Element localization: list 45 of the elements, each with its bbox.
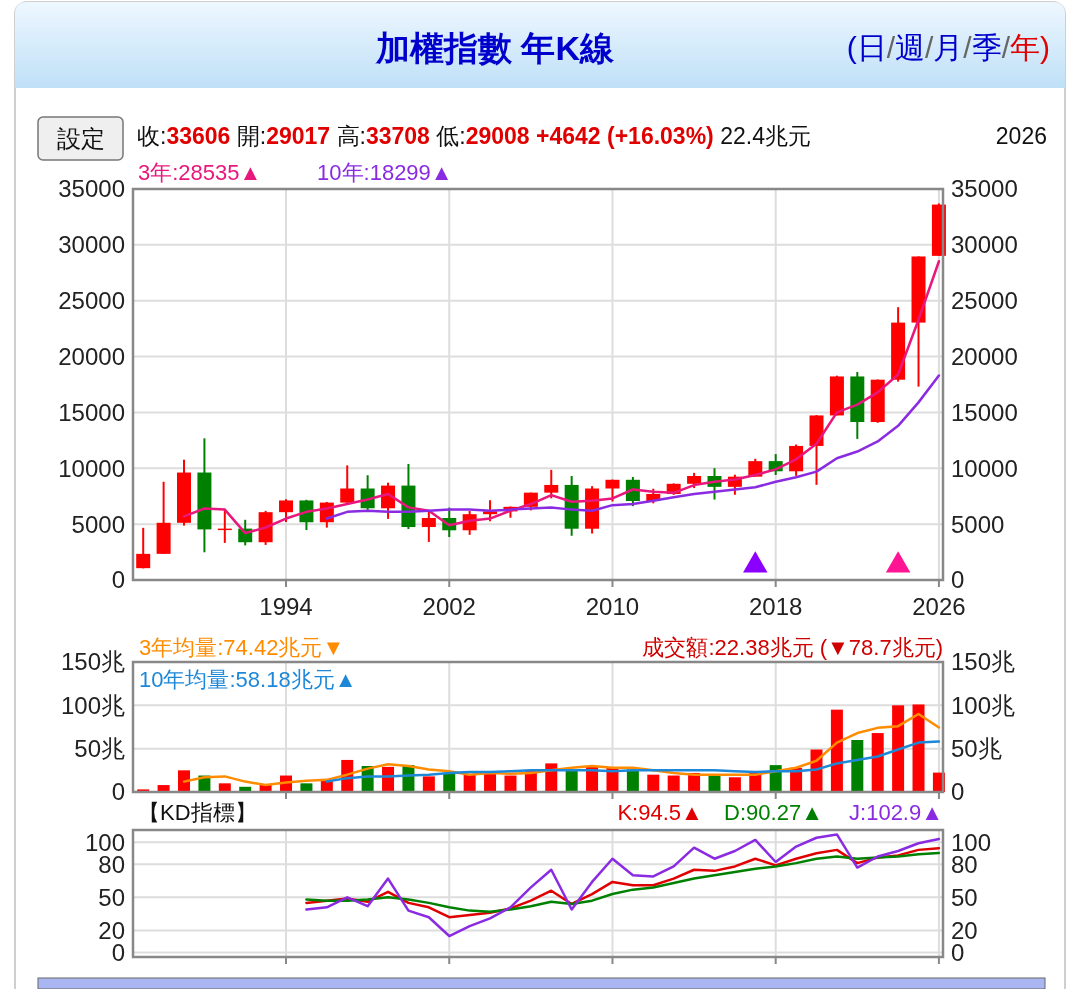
y2-tick-label: 10000	[951, 454, 1018, 482]
y-tick-label: 0	[111, 566, 125, 594]
y2-tick-label: 5000	[951, 510, 1005, 538]
x-tick-label: 2026	[912, 593, 966, 620]
y2-tick-label: 15000	[951, 398, 1018, 426]
text: 10年均量:58.18兆元▲	[139, 667, 357, 692]
y-tick-label: 100兆	[60, 691, 125, 719]
y2-tick-label: 150兆	[951, 648, 1016, 676]
y2-tick-label: 50兆	[951, 735, 1002, 763]
y-tick-label: 25000	[58, 287, 125, 315]
text: 收:33606 開:29017 高:33708 低:29008 +4642 (+16.03%) 22.4兆元	[137, 123, 811, 149]
y-tick-label: 0	[111, 778, 125, 806]
y2-tick-label: 100兆	[951, 691, 1016, 719]
text: 成交額:22.38兆元 (▼78.7兆元)	[642, 635, 943, 660]
text: 2026	[995, 123, 1047, 149]
y-tick-label: 15000	[58, 398, 125, 426]
chart-title: 加權指數 年K線	[375, 29, 615, 67]
y-tick-label: 150兆	[60, 648, 125, 676]
x-tick-label: 2018	[749, 593, 803, 620]
y-tick-label: 35000	[58, 175, 125, 203]
x-tick-label: 2002	[422, 593, 476, 620]
text: 3年均量:74.42兆元▼	[139, 635, 345, 660]
series-label: D:90.27▲	[724, 800, 823, 825]
x-tick-label: 2010	[585, 593, 640, 620]
y2-tick-label: 50	[951, 883, 978, 911]
y2-tick-label: 20000	[951, 342, 1018, 370]
y2-tick-label: 0	[951, 566, 965, 594]
series-label: J:102.9▲	[849, 800, 943, 825]
text: 3年:28535▲	[138, 160, 262, 185]
y-tick-label: 50	[98, 883, 125, 911]
y-tick-label: 10000	[58, 454, 125, 482]
text: (日/週/月/季/年)	[846, 31, 1050, 64]
x-tick-label: 1994	[259, 593, 313, 620]
y-tick-label: 30000	[58, 231, 125, 259]
y2-tick-label: 0	[951, 778, 965, 806]
chart-title: 【KD指標】	[138, 800, 257, 825]
text: 10年:18299▲	[317, 160, 453, 185]
y2-tick-label: 25000	[951, 287, 1018, 315]
y-tick-label: 20000	[58, 342, 125, 370]
text: 設定	[56, 125, 105, 152]
y2-tick-label: 30000	[951, 231, 1018, 259]
text: K:94.5▲	[617, 800, 703, 825]
y-tick-label: 50兆	[74, 735, 125, 763]
y2-tick-label: 35000	[951, 175, 1018, 203]
y-tick-label: 5000	[71, 510, 125, 538]
